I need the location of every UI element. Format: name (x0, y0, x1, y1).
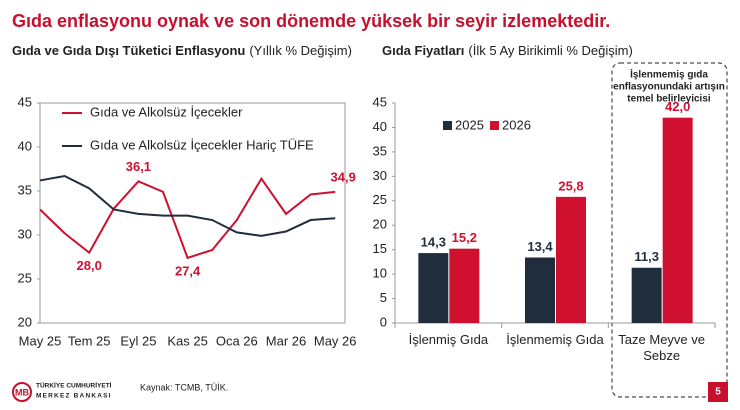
logo-icon: MB (12, 382, 32, 402)
legend-swatch (443, 121, 452, 130)
svg-text:MB: MB (15, 387, 29, 397)
chart-title: Gıda ve Gıda Dışı Tüketici Enflasyonu (12, 43, 245, 58)
logo-text: TÜRKİYE CUMHURİYETİ (36, 381, 112, 390)
page-number: 5 (715, 387, 721, 398)
bar (525, 257, 555, 323)
bar (662, 117, 693, 324)
y-tick-label: 20 (373, 217, 387, 232)
value-label: 15,2 (452, 230, 477, 245)
x-tick-label: Mar 26 (266, 333, 306, 348)
bar (631, 267, 662, 323)
x-tick-label: Taze Meyve ve Sebze (618, 332, 705, 363)
value-label: 11,3 (634, 249, 659, 264)
chart-heading: Gıda ve Gıda Dışı Tüketici Enflasyonu (Yı… (12, 43, 352, 58)
value-label: 42,0 (665, 99, 690, 114)
x-tick-label: İşlenmiş Gıda (408, 332, 489, 347)
y-tick-label: 15 (373, 241, 387, 256)
y-tick-label: 5 (380, 290, 387, 305)
x-tick-label: İşlenmemiş Gıda (506, 332, 604, 347)
value-label: 34,9 (331, 169, 356, 184)
legend-label: 2025 (455, 117, 484, 132)
y-tick-label: 10 (373, 266, 387, 281)
chart-subtitle: (Yıllık % Değişim) (249, 43, 352, 58)
y-tick-label: 25 (373, 192, 387, 207)
source: Kaynak: TCMB, TÜİK. (140, 382, 228, 392)
legend-label: Gıda ve Alkolsüz İçecekler (90, 104, 243, 119)
x-tick-label: Kas 25 (167, 333, 207, 348)
chart-subtitle: (İlk 5 Ay Birikimli % Değişim) (468, 43, 632, 58)
x-tick-label: May 26 (314, 333, 357, 348)
y-tick-label: 0 (380, 314, 387, 329)
line-series (39, 174, 336, 237)
x-tick-label: Oca 26 (216, 333, 258, 348)
value-label: 36,1 (126, 159, 151, 174)
x-tick-label: Eyl 25 (120, 333, 156, 348)
y-tick-label: 45 (18, 94, 32, 109)
value-label: 28,0 (77, 258, 102, 273)
bar (449, 248, 480, 323)
y-tick-label: 30 (373, 168, 387, 183)
highlight-box (611, 62, 728, 398)
slide-title: Gıda enflasyonu oynak ve son dönemde yük… (12, 11, 610, 31)
y-tick-label: 25 (18, 270, 32, 285)
logo-text: MERKEZ BANKASI (36, 393, 112, 400)
y-tick-label: 35 (18, 182, 32, 197)
legend-swatch (490, 121, 499, 130)
page-number-box (708, 382, 728, 402)
annotation: enflasyonundaki artışın (613, 82, 725, 93)
chart-heading: Gıda Fiyatları (İlk 5 Ay Birikimli % Deği… (382, 43, 633, 58)
y-tick-label: 45 (373, 94, 387, 109)
value-label: 27,4 (175, 263, 201, 278)
y-tick-label: 40 (18, 138, 32, 153)
y-tick-label: 20 (18, 314, 32, 329)
bar (556, 196, 586, 323)
value-label: 25,8 (558, 178, 583, 193)
x-tick-label: May 25 (19, 333, 62, 348)
plot-frame (39, 102, 346, 324)
bar (418, 253, 449, 323)
value-label: 13,4 (527, 239, 553, 254)
annotation: temel belirleyicisi (627, 94, 711, 105)
y-tick-label: 35 (373, 143, 387, 158)
x-tick-label: Tem 25 (68, 333, 111, 348)
chart-title: Gıda Fiyatları (382, 43, 464, 58)
legend-label: Gıda ve Alkolsüz İçecekler Hariç TÜFE (90, 137, 314, 152)
legend-label: 2026 (502, 117, 531, 132)
y-tick-label: 40 (373, 119, 387, 134)
line-series (39, 176, 336, 260)
value-label: 14,3 (421, 235, 446, 250)
y-tick-label: 30 (18, 226, 32, 241)
annotation: İşlenmemiş gıda (630, 68, 708, 81)
